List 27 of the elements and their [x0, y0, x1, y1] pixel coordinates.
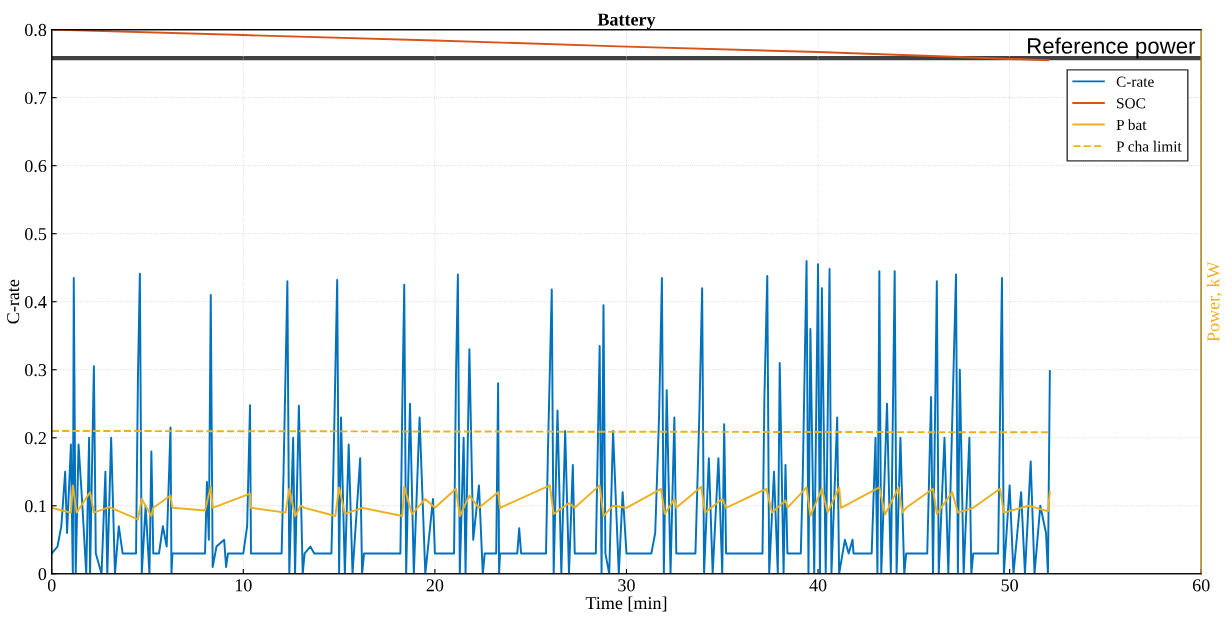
y-tick-label: 0.7: [25, 91, 47, 105]
legend-label: SOC: [1117, 98, 1145, 109]
y-tick-label: 0.6: [25, 159, 47, 173]
x-tick-label: 20: [426, 579, 444, 592]
legend-label: P cha limit: [1116, 140, 1182, 152]
y-tick-label: 0.5: [25, 227, 47, 241]
y-tick-label: 0.1: [25, 500, 46, 513]
x-tick-label: 50: [1001, 579, 1018, 592]
x-tick-label: 60: [1192, 579, 1210, 592]
y-tick-label: 0: [38, 568, 47, 581]
legend-label: C-rate: [1116, 76, 1154, 87]
y-tick-label: 0.2: [25, 432, 46, 445]
y-tick-label: 0.4: [25, 295, 47, 309]
y-axis-title: C-rate: [7, 279, 20, 324]
line-series: [51, 259, 1051, 574]
x-tick-label: 30: [618, 579, 635, 592]
y2-axis-title: Power, kW: [1206, 261, 1223, 342]
chart-title: Battery: [597, 13, 656, 30]
y-tick-label: 0.3: [25, 363, 47, 377]
x-tick-label: 40: [809, 579, 827, 592]
legend-label: P bat: [1116, 119, 1147, 131]
x-axis-title: Time [min]: [585, 596, 667, 612]
x-tick-label: 10: [235, 579, 252, 592]
y-tick-label: 0.8: [25, 23, 47, 37]
x-tick-label: 0: [47, 579, 56, 592]
line-series: [51, 484, 1051, 521]
ref-line-label: Reference power: [1028, 37, 1196, 59]
